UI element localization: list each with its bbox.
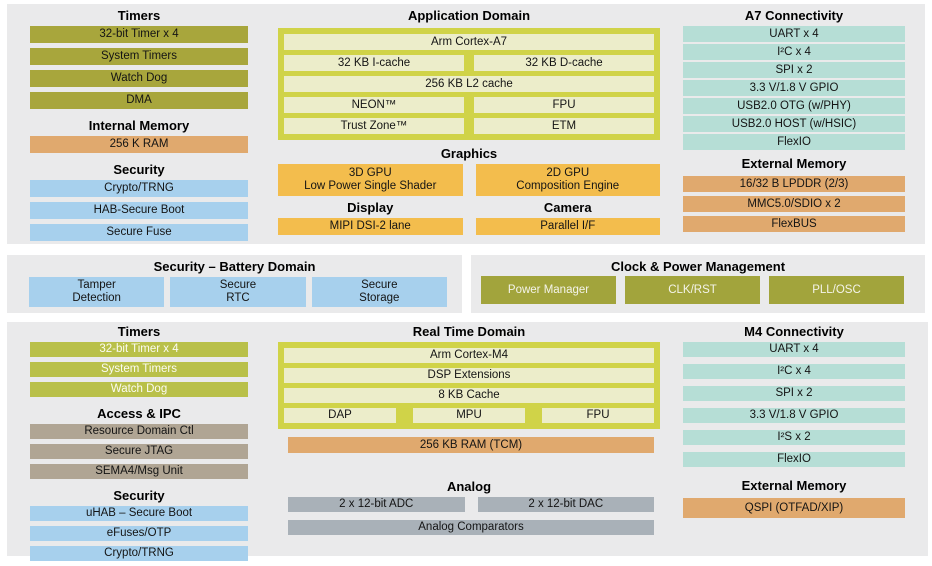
ip-block: Watch Dog: [30, 70, 248, 87]
ip-block: 32 KB I-cache: [284, 55, 464, 71]
ip-block: SPI x 2: [683, 386, 905, 401]
section-title-m4-connectivity: M4 Connectivity: [744, 324, 844, 339]
ip-block: Secure RTC: [170, 277, 306, 307]
section-title-real-time-domain: Real Time Domain: [412, 324, 526, 339]
ip-block: HAB-Secure Boot: [30, 202, 248, 219]
ip-block: Parallel I/F: [475, 218, 660, 235]
ip-block: Resource Domain Ctl: [30, 424, 248, 439]
ip-block: 3.3 V/1.8 V GPIO: [683, 408, 905, 423]
ip-block: 256 KB RAM (TCM): [288, 437, 654, 453]
security-battery-domain-panel: Security – Battery Domain Tamper Detecti…: [7, 255, 462, 313]
section-title-application-domain: Application Domain: [407, 8, 531, 23]
section-title-internal-memory: Internal Memory: [88, 118, 190, 133]
ip-block: FlexBUS: [683, 216, 905, 232]
ip-block: 3.3 V/1.8 V GPIO: [683, 80, 905, 96]
ip-block: System Timers: [30, 48, 248, 65]
section-title-external-memory-a7: External Memory: [741, 156, 847, 171]
section-title-access-ipc: Access & IPC: [97, 406, 181, 421]
ip-block: DAP: [284, 408, 396, 423]
ip-block: FPU: [474, 97, 654, 113]
ip-block: Crypto/TRNG: [30, 546, 248, 561]
ip-block: DMA: [30, 92, 248, 109]
ip-block: I²S x 2: [683, 430, 905, 445]
ip-block: 256 K RAM: [30, 136, 248, 153]
ip-block: 16/32 B LPDDR (2/3): [683, 176, 905, 192]
m4-peripherals-column: Timers 32-bit Timer x 4 System Timers Wa…: [30, 324, 248, 566]
section-title-camera: Camera: [543, 200, 592, 215]
application-domain-column: Application Domain Arm Cortex-A7 32 KB I…: [278, 8, 660, 235]
cortex-a7-container: Arm Cortex-A7 32 KB I-cache 32 KB D-cach…: [278, 28, 660, 140]
ip-block: UART x 4: [683, 26, 905, 42]
m4-domain-panel: Timers 32-bit Timer x 4 System Timers Wa…: [7, 322, 928, 561]
ip-block: Crypto/TRNG: [30, 180, 248, 197]
section-title-display: Display: [347, 200, 394, 215]
section-title-external-memory-m4: External Memory: [741, 478, 847, 493]
ip-block: SPI x 2: [683, 62, 905, 78]
ip-block: Secure Storage: [311, 277, 447, 307]
section-title-security-battery-domain: Security – Battery Domain: [153, 259, 316, 274]
ip-block: Secure Fuse: [30, 224, 248, 241]
ip-block: 8 KB Cache: [284, 388, 654, 403]
ip-block: 3D GPU Low Power Single Shader: [278, 164, 463, 196]
ip-block: System Timers: [30, 362, 248, 377]
real-time-domain-column: Real Time Domain Arm Cortex-M4 DSP Exten…: [278, 324, 660, 535]
ip-block: FPU: [542, 408, 654, 423]
section-title-clock-power-management: Clock & Power Management: [610, 259, 786, 274]
ip-block: USB2.0 HOST (w/HSIC): [683, 116, 905, 132]
ip-block: FlexIO: [683, 452, 905, 467]
section-title-timers-a7: Timers: [117, 8, 161, 23]
ip-block: NEON™: [284, 97, 464, 113]
ip-block: MIPI DSI-2 lane: [278, 218, 463, 235]
ip-block: 32-bit Timer x 4: [30, 26, 248, 43]
ip-block: 32 KB D-cache: [474, 55, 654, 71]
ip-block: I²C x 4: [683, 44, 905, 60]
ip-block: Tamper Detection: [29, 277, 165, 307]
ip-block: Secure JTAG: [30, 444, 248, 459]
ip-block: MPU: [413, 408, 525, 423]
ip-block: Arm Cortex-A7: [284, 34, 654, 50]
section-title-a7-connectivity: A7 Connectivity: [744, 8, 844, 23]
ip-block: Watch Dog: [30, 382, 248, 397]
ip-block: Trust Zone™: [284, 118, 464, 134]
ip-block: 2 x 12-bit DAC: [477, 497, 654, 512]
ip-block: Arm Cortex-M4: [284, 348, 654, 363]
ip-block: FlexIO: [683, 134, 905, 150]
section-title-timers-m4: Timers: [117, 324, 161, 339]
section-title-security-a7: Security: [113, 162, 165, 177]
ip-block: CLK/RST: [625, 276, 760, 304]
m4-connectivity-column: M4 Connectivity UART x 4 I²C x 4 SPI x 2…: [683, 324, 905, 518]
section-title-analog: Analog: [446, 479, 492, 494]
clock-power-blocks: Power Manager CLK/RST PLL/OSC: [481, 276, 904, 304]
ip-block: 2D GPU Composition Engine: [475, 164, 660, 196]
a7-peripherals-column: Timers 32-bit Timer x 4 System Timers Wa…: [30, 8, 248, 246]
ip-block: I²C x 4: [683, 364, 905, 379]
ip-block: Power Manager: [481, 276, 616, 304]
a7-domain-panel: Timers 32-bit Timer x 4 System Timers Wa…: [7, 4, 925, 244]
clock-power-management-panel: Clock & Power Management Power Manager C…: [471, 255, 925, 313]
ip-block: 32-bit Timer x 4: [30, 342, 248, 357]
ip-block: MMC5.0/SDIO x 2: [683, 196, 905, 212]
ip-block: ETM: [474, 118, 654, 134]
ip-block: DSP Extensions: [284, 368, 654, 383]
battery-domain-blocks: Tamper Detection Secure RTC Secure Stora…: [29, 277, 447, 307]
ip-block: UART x 4: [683, 342, 905, 357]
ip-block: QSPI (OTFAD/XIP): [683, 498, 905, 518]
ip-block: eFuses/OTP: [30, 526, 248, 541]
ip-block: SEMA4/Msg Unit: [30, 464, 248, 479]
ip-block: USB2.0 OTG (w/PHY): [683, 98, 905, 114]
ip-block: Analog Comparators: [288, 520, 654, 535]
ip-block: uHAB – Secure Boot: [30, 506, 248, 521]
cortex-m4-container: Arm Cortex-M4 DSP Extensions 8 KB Cache …: [278, 342, 660, 429]
ip-block: 2 x 12-bit ADC: [288, 497, 465, 512]
a7-connectivity-column: A7 Connectivity UART x 4 I²C x 4 SPI x 2…: [683, 8, 905, 236]
section-title-graphics: Graphics: [440, 146, 498, 161]
ip-block: PLL/OSC: [769, 276, 904, 304]
ip-block: 256 KB L2 cache: [284, 76, 654, 92]
section-title-security-m4: Security: [113, 488, 165, 503]
